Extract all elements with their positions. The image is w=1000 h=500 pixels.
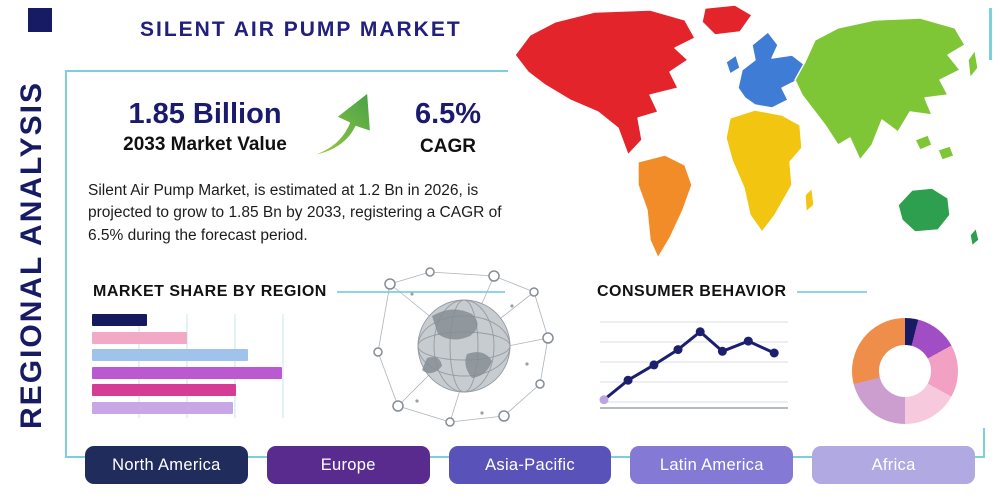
continent-asia <box>794 17 966 161</box>
right-edge-accent-line <box>989 8 992 60</box>
region-button-latin-america[interactable]: Latin America <box>630 446 794 484</box>
line-point-7 <box>743 336 753 346</box>
globe-network-graphic <box>372 266 557 431</box>
line-point-5 <box>695 327 705 337</box>
frame-border-left <box>65 70 67 458</box>
page-title: SILENT AIR PUMP MARKET <box>140 18 462 41</box>
growth-arrow-icon <box>298 82 378 162</box>
region-button-north-america[interactable]: North America <box>85 446 248 484</box>
continent-europe <box>737 31 806 109</box>
region-button-europe[interactable]: Europe <box>266 446 430 484</box>
island-new-zealand <box>969 227 980 247</box>
market-value-stat: 1.85 Billion <box>128 98 282 130</box>
market-value-label: 2033 Market Value <box>123 134 287 155</box>
line-point-2 <box>623 375 633 385</box>
market-share-bar-chart <box>92 314 292 418</box>
consumer-behavior-title: CONSUMER BEHAVIOR <box>597 283 787 300</box>
market-share-title: MARKET SHARE BY REGION <box>93 283 327 300</box>
continent-south-america <box>637 154 693 259</box>
section-heading-consumer-behavior: CONSUMER BEHAVIOR <box>597 283 867 301</box>
line-point-1 <box>599 395 609 405</box>
line-point-8 <box>769 348 779 358</box>
islands-southeast-asia <box>914 134 933 151</box>
market-share-bar-3 <box>92 349 248 361</box>
frame-border-top <box>65 70 508 72</box>
market-share-bar-1 <box>92 314 148 326</box>
market-description: Silent Air Pump Market, is estimated at … <box>88 182 502 244</box>
line-point-6 <box>717 346 727 356</box>
market-share-bar-2 <box>92 331 187 344</box>
consumer-donut-chart <box>852 318 958 424</box>
cagr-label: CAGR <box>420 136 476 157</box>
continent-north-america <box>514 9 696 156</box>
market-share-bar-6 <box>92 401 233 414</box>
market-share-bar-5 <box>92 384 237 396</box>
island-madagascar <box>804 187 815 213</box>
island-japan <box>967 49 979 79</box>
line-point-3 <box>649 360 659 370</box>
frame-border-right <box>983 428 985 458</box>
region-button-africa[interactable]: Africa <box>812 446 975 484</box>
line-point-4 <box>673 345 683 355</box>
cagr-stat: 6.5% <box>414 98 482 130</box>
continent-australia <box>897 187 951 233</box>
world-map <box>500 0 1000 270</box>
heading-rule <box>796 291 867 293</box>
heading-rule <box>336 291 505 293</box>
island-greenland <box>701 4 753 36</box>
section-heading-market-share: MARKET SHARE BY REGION <box>93 283 505 301</box>
corner-square-decoration <box>28 8 52 32</box>
island-british-isles <box>725 54 741 75</box>
islands-indonesia <box>937 145 955 161</box>
consumer-line-chart <box>599 321 788 409</box>
region-button-asia-pacific[interactable]: Asia-Pacific <box>448 446 612 484</box>
vertical-title: REGIONAL ANALYSIS <box>15 81 48 429</box>
continent-africa <box>725 109 803 233</box>
market-share-bar-4 <box>92 366 282 379</box>
region-buttons-row: North America Europe Asia-Pacific Latin Ame… <box>85 446 975 484</box>
